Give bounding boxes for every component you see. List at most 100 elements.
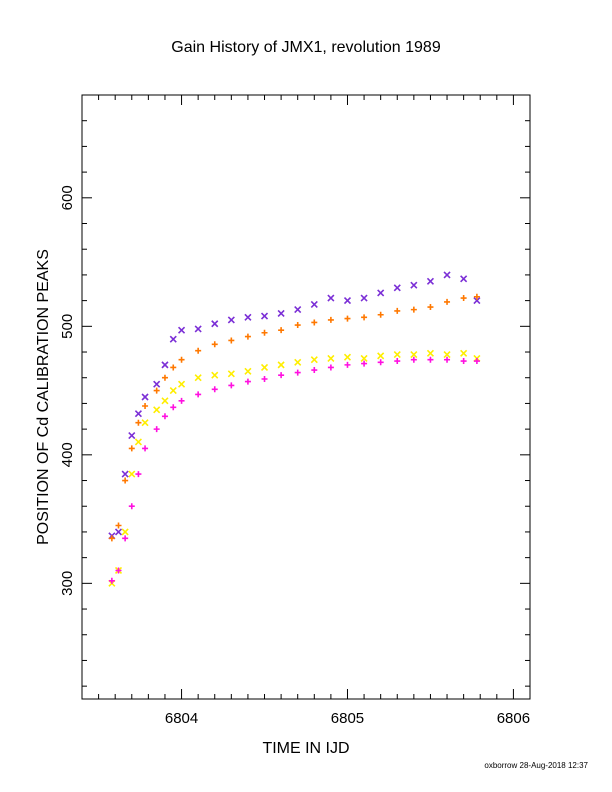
data-point [377, 289, 385, 297]
data-point [426, 349, 435, 357]
data-point [153, 426, 160, 433]
data-point [153, 406, 161, 414]
data-point [443, 351, 451, 359]
data-point [460, 358, 467, 365]
data-point [170, 404, 177, 411]
data-point [211, 341, 218, 348]
y-axis-label: POSITION OF Cd CALIBRATION PEAKS [35, 249, 52, 545]
data-point [161, 361, 169, 369]
data-point [244, 378, 251, 385]
data-point [128, 431, 136, 440]
data-point [377, 352, 385, 360]
data-point [177, 326, 186, 334]
data-point [161, 397, 169, 405]
data-point [278, 327, 285, 334]
data-point [228, 382, 235, 389]
data-point [211, 320, 219, 328]
data-point [361, 314, 368, 321]
data-point [121, 470, 129, 478]
data-point [244, 333, 251, 340]
data-point [244, 367, 252, 375]
data-point [473, 358, 480, 365]
data-point [195, 391, 202, 398]
data-point [427, 304, 434, 311]
data-point [260, 363, 269, 372]
y-tick-label: 300 [59, 571, 76, 596]
data-point [194, 374, 202, 382]
data-point [114, 528, 123, 536]
x-axis-label: TIME IN IJD [262, 740, 349, 757]
data-point [161, 374, 168, 381]
y-tick-label: 500 [59, 314, 76, 339]
data-point [311, 367, 318, 374]
data-point [410, 351, 418, 359]
data-point [473, 297, 481, 305]
data-point [294, 322, 301, 329]
data-point [134, 410, 142, 418]
data-point [294, 369, 301, 376]
data-point [294, 306, 302, 314]
series-2 [108, 293, 480, 542]
data-point [169, 387, 177, 395]
series-0 [108, 271, 481, 540]
data-point [427, 356, 434, 363]
data-point [460, 275, 468, 283]
plot-area [81, 94, 531, 700]
data-point [261, 376, 268, 383]
data-point [473, 293, 480, 300]
data-marks [108, 271, 481, 587]
data-point [327, 316, 334, 323]
data-point [310, 300, 318, 309]
x-tick-labels: 6804 6805 6806 [165, 710, 530, 727]
data-point [410, 356, 417, 363]
data-point [310, 356, 318, 364]
data-point [170, 364, 177, 371]
data-point [327, 364, 334, 371]
data-point [426, 277, 435, 285]
data-point [177, 380, 186, 388]
data-point [343, 297, 352, 305]
chart-title: Gain History of JMX1, revolution 1989 [171, 39, 441, 56]
data-point [142, 402, 149, 409]
data-point [178, 397, 185, 404]
y-tick-labels: 300 400 500 600 [59, 185, 76, 596]
data-point [377, 359, 384, 366]
data-point [134, 438, 142, 446]
data-point [344, 361, 351, 368]
data-point [135, 419, 142, 426]
data-point [141, 393, 149, 401]
data-point [294, 358, 302, 366]
data-point [277, 309, 285, 318]
series-3 [108, 356, 480, 584]
data-point [261, 329, 268, 336]
data-point [227, 370, 235, 378]
data-point [444, 356, 451, 363]
data-point [228, 337, 235, 344]
data-point [344, 315, 351, 322]
data-point [128, 470, 136, 478]
data-point [211, 386, 218, 393]
data-point [108, 535, 115, 542]
data-point [122, 477, 129, 484]
data-point [128, 503, 135, 510]
data-point [169, 335, 177, 343]
x-tick-label: 6805 [331, 710, 364, 727]
data-point [115, 522, 122, 529]
plot-frame [81, 94, 531, 700]
footer-credit: oxborrow 28-Aug-2018 12:37 [484, 761, 588, 770]
data-point [161, 413, 168, 420]
data-point [343, 353, 352, 361]
data-point [135, 471, 142, 478]
data-point [410, 281, 418, 289]
data-point [142, 445, 149, 452]
data-point [121, 528, 129, 536]
series-1 [108, 349, 481, 587]
data-point [444, 298, 451, 305]
data-point [361, 360, 368, 367]
data-point [327, 294, 335, 302]
data-point [460, 349, 468, 357]
data-point [393, 284, 401, 292]
data-point [122, 535, 129, 542]
data-point [244, 313, 252, 321]
y-tick-label: 600 [59, 185, 76, 210]
